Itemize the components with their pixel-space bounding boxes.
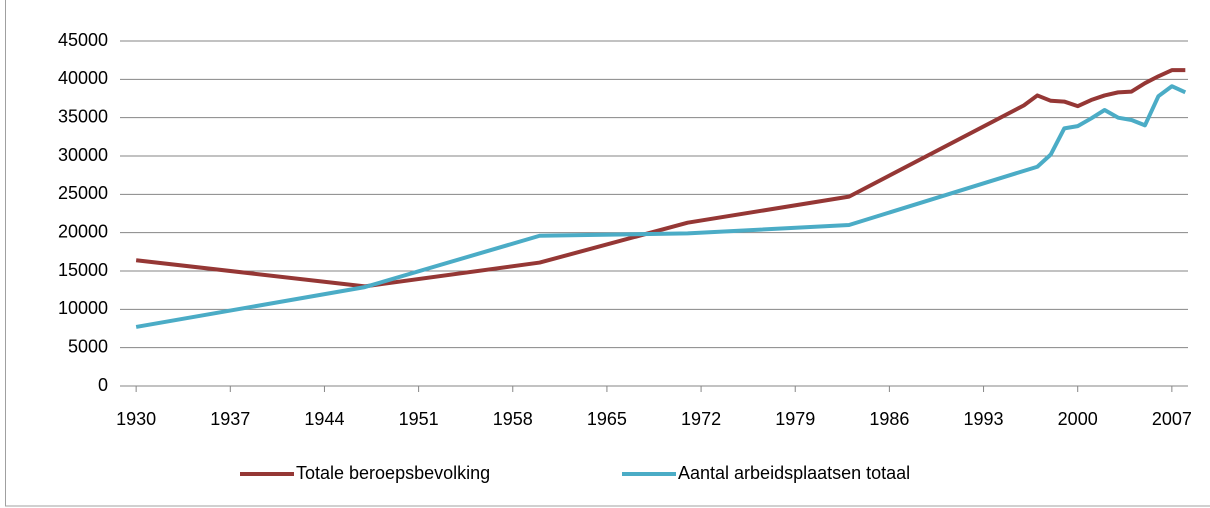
y-tick-label: 30000	[58, 145, 108, 165]
x-tick-label: 1944	[304, 409, 344, 429]
x-tick-label: 2000	[1058, 409, 1098, 429]
y-tick-label: 40000	[58, 68, 108, 88]
line	[135, 84, 1187, 329]
x-tick-label: 1972	[681, 409, 721, 429]
x-tick-label: 1965	[587, 409, 627, 429]
y-tick-label: 15000	[58, 260, 108, 280]
y-tick-label: 10000	[58, 298, 108, 318]
x-tick-label: 1979	[775, 409, 815, 429]
y-tick-label: 5000	[68, 336, 108, 356]
x-tick-label: 1958	[493, 409, 533, 429]
x-tick-label: 1930	[116, 409, 156, 429]
line	[135, 68, 1186, 289]
x-tick-label: 2007	[1152, 409, 1192, 429]
x-tick-label: 1951	[399, 409, 439, 429]
legend-label: Aantal arbeidsplaatsen totaal	[678, 463, 910, 483]
y-tick-label: 25000	[58, 183, 108, 203]
y-tick-label: 35000	[58, 106, 108, 126]
x-tick-label: 1937	[210, 409, 250, 429]
y-tick-label: 20000	[58, 221, 108, 241]
x-tick-label: 1986	[869, 409, 909, 429]
legend-label: Totale beroepsbevolking	[296, 463, 490, 483]
y-tick-label: 0	[98, 375, 108, 395]
y-tick-label: 45000	[58, 30, 108, 50]
chart-border	[5, 0, 1210, 507]
x-tick-label: 1993	[964, 409, 1004, 429]
